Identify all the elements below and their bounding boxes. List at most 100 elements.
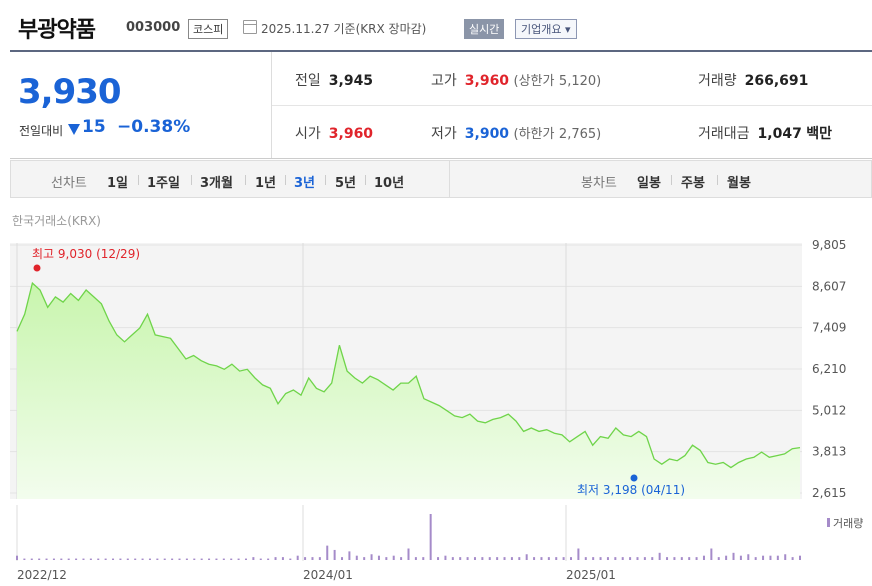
volume-label: 거래량 <box>698 73 737 89</box>
volume-bar <box>304 557 307 560</box>
volume-bar <box>518 557 521 560</box>
volume-bar <box>156 558 159 560</box>
volume-bar <box>363 557 366 560</box>
open: 시가 3,960 <box>295 123 373 143</box>
volume: 거래량 266,691 <box>698 70 808 90</box>
volume-bar <box>148 558 151 560</box>
volume-bar <box>163 558 166 560</box>
volume-plot-background <box>10 505 802 561</box>
volume-bar <box>791 557 794 560</box>
period-5y[interactable]: 5년 <box>335 176 357 191</box>
prev-close: 전일 3,945 <box>295 70 373 90</box>
volume-bar <box>333 549 336 560</box>
x-tick-label: 2024/01 <box>303 568 353 582</box>
volume-bar <box>82 558 85 560</box>
volume-bar <box>370 554 373 560</box>
realtime-button[interactable]: 실시간 <box>464 19 505 39</box>
lower-limit-value: 2,765) <box>558 127 602 142</box>
price-line <box>16 281 801 469</box>
upper-limit-label: (상한가 <box>513 74 555 89</box>
volume-bar <box>422 557 425 560</box>
volume-bar <box>429 514 432 560</box>
volume-bar <box>776 555 779 560</box>
lower-limit-label: (하한가 <box>513 127 555 142</box>
volume-bar <box>377 555 380 560</box>
volume-bar <box>289 558 292 560</box>
volume-bar <box>784 554 787 560</box>
high-marker <box>33 264 41 272</box>
volume-bar <box>200 558 203 560</box>
volume-bar <box>318 557 321 560</box>
day-high: 고가 3,960 (상한가 5,120) <box>431 70 601 90</box>
volume-bar <box>606 557 609 560</box>
volume-bar <box>60 558 63 560</box>
toolbar-separator <box>717 175 718 185</box>
volume-bar <box>341 557 344 560</box>
volume-bar <box>466 557 469 560</box>
period-1d[interactable]: 1일 <box>107 176 129 191</box>
company-overview-dropdown[interactable]: 기업개요 ▾ <box>515 19 577 39</box>
volume-bar <box>178 558 181 560</box>
candle-daily[interactable]: 일봉 <box>637 176 661 191</box>
calendar-icon <box>243 20 257 34</box>
high-annotation: 최고 9,030 (12/29) <box>32 247 140 261</box>
period-10y[interactable]: 10년 <box>374 176 405 191</box>
y-tick-label: 7,409 <box>812 321 846 335</box>
low-marker <box>630 474 638 482</box>
volume-bar <box>75 558 78 560</box>
header-divider <box>10 50 872 52</box>
volume-bar <box>592 557 595 560</box>
volume-bar <box>348 551 351 560</box>
open-value: 3,960 <box>328 126 374 142</box>
high-value: 3,960 <box>464 73 510 89</box>
volume-bar <box>296 555 299 560</box>
volume-bar <box>769 555 772 560</box>
volume-bar <box>326 545 329 560</box>
volume-bar <box>274 557 277 560</box>
volume-bar <box>762 555 765 560</box>
volume-bar <box>259 558 262 560</box>
volume-bar <box>30 558 33 560</box>
volume-bar <box>414 557 417 560</box>
quote-divider <box>271 52 272 158</box>
stock-header: 부광약품 003000 코스피 2025.11.27 기준(KRX 장마감) 실… <box>0 0 872 50</box>
volume-bar <box>739 555 742 560</box>
change-percent: −0.38% <box>117 117 191 137</box>
volume-bar <box>636 557 639 560</box>
volume-bar <box>244 558 247 560</box>
volume-bar <box>562 557 565 560</box>
volume-bar <box>658 552 661 560</box>
volume-bar <box>437 557 440 560</box>
volume-bar <box>281 557 284 560</box>
trade-value: 거래대금 1,047 백만 <box>698 123 832 143</box>
candle-weekly[interactable]: 주봉 <box>681 176 705 191</box>
period-1w[interactable]: 1주일 <box>147 176 180 191</box>
as-of-date: 2025.11.27 기준(KRX 장마감) <box>261 22 427 36</box>
volume-bar <box>16 555 18 560</box>
volume-bar <box>702 555 705 560</box>
period-3m[interactable]: 3개월 <box>200 176 233 191</box>
x-tick-label: 2025/01 <box>566 568 616 582</box>
volume-legend-swatch <box>827 518 830 527</box>
toolbar-separator <box>325 175 326 185</box>
toolbar-separator <box>138 175 139 185</box>
volume-bar <box>215 558 218 560</box>
y-tick-label: 8,607 <box>812 279 846 293</box>
volume-bar <box>540 557 543 560</box>
volume-bar <box>45 558 48 560</box>
volume-bar <box>680 557 683 560</box>
volume-bar <box>451 557 454 560</box>
period-3y[interactable]: 3년 <box>294 176 316 191</box>
trade-value-label: 거래대금 <box>698 126 750 142</box>
volume-bar <box>104 558 107 560</box>
candle-monthly[interactable]: 월봉 <box>727 176 751 191</box>
period-1y[interactable]: 1년 <box>255 176 277 191</box>
volume-bar <box>311 557 314 560</box>
volume-bar <box>52 558 55 560</box>
volume-bar <box>407 548 410 560</box>
volume-bar <box>503 557 506 560</box>
volume-bar <box>754 557 757 560</box>
volume-bar <box>473 557 476 560</box>
low-annotation: 최저 3,198 (04/11) <box>577 483 685 497</box>
upper-limit-value: 5,120) <box>558 74 602 89</box>
